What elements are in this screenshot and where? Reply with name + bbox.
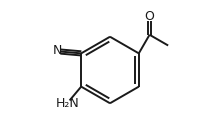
Text: N: N (53, 44, 62, 57)
Text: H₂N: H₂N (56, 97, 79, 110)
Text: O: O (145, 10, 154, 23)
